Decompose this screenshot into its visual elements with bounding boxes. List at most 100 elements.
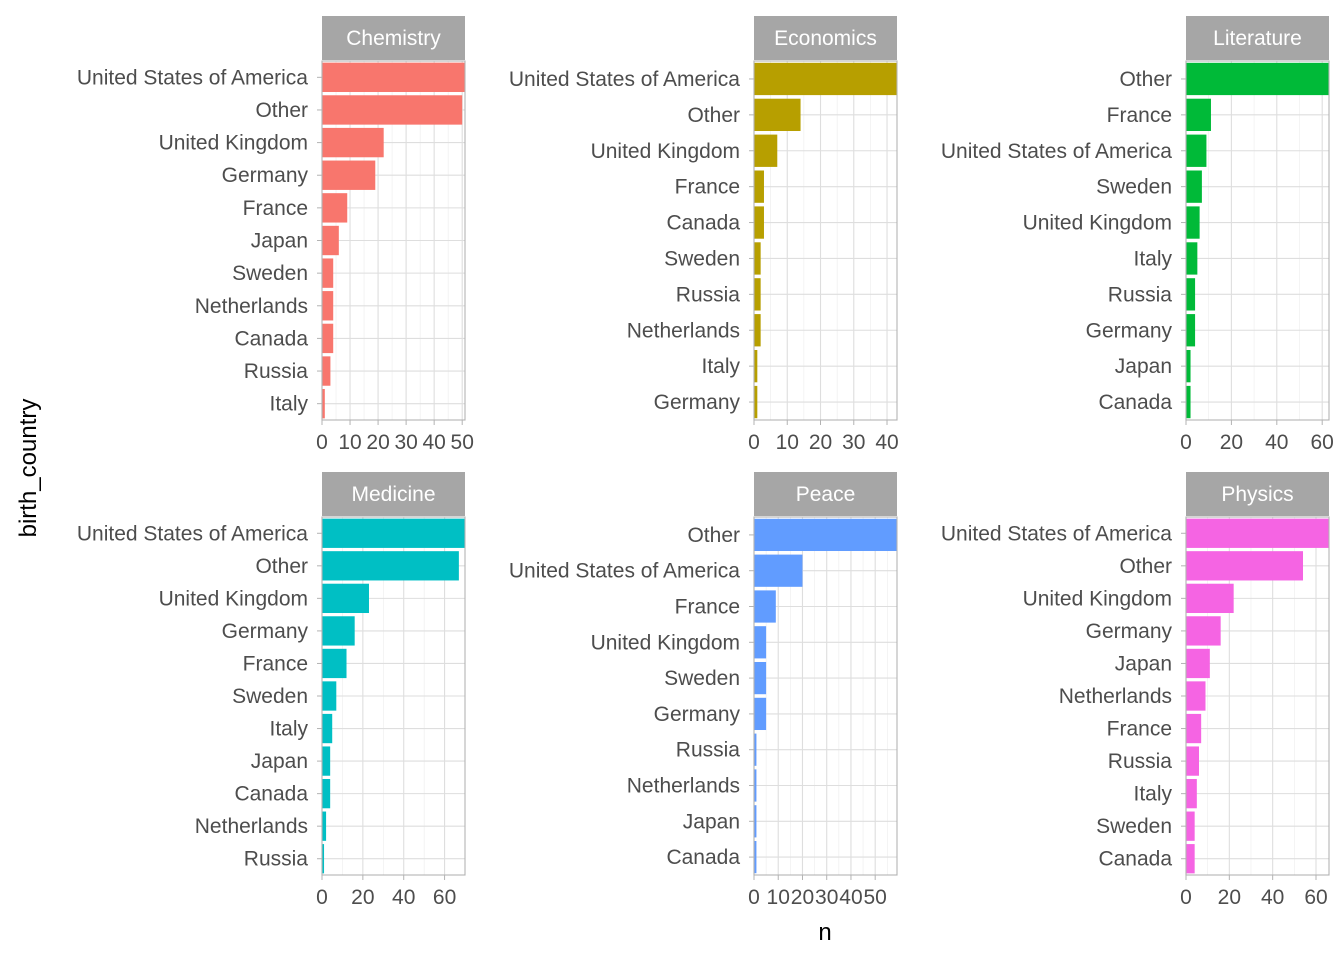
category-label: Sweden	[232, 685, 308, 708]
category-label: Italy	[269, 718, 308, 741]
category-label: Netherlands	[1059, 685, 1172, 708]
bar	[1186, 648, 1210, 679]
bar	[754, 314, 761, 347]
category-label: Other	[1119, 68, 1172, 91]
bar	[322, 583, 369, 614]
bar	[322, 616, 355, 646]
category-label: Italy	[1133, 783, 1172, 806]
bar	[1186, 98, 1211, 132]
category-label: Other	[255, 555, 308, 578]
x-tick-label: 60	[1311, 431, 1334, 454]
x-tick-label: 0	[1180, 431, 1192, 454]
category-label: Japan	[251, 230, 308, 253]
category-label: Germany	[222, 620, 309, 643]
bar	[322, 258, 334, 288]
category-label: Russia	[244, 848, 309, 871]
bar	[322, 193, 348, 223]
bar	[322, 778, 331, 809]
category-label: France	[243, 197, 308, 220]
bar	[1186, 349, 1191, 383]
facet-peace: Peace Other United States of America France…	[509, 472, 898, 909]
bar	[1186, 385, 1191, 419]
bar	[1186, 746, 1199, 776]
facet-strip-title: Chemistry	[346, 27, 441, 50]
category-label: France	[675, 596, 740, 619]
bar	[754, 733, 757, 766]
category-label: Canada	[234, 327, 308, 350]
x-tick-label: 20	[351, 886, 374, 909]
facet-strip-title: Literature	[1213, 27, 1302, 50]
category-label: Sweden	[664, 247, 740, 270]
bar	[1186, 681, 1206, 711]
x-tick-label: 20	[1218, 886, 1241, 909]
category-label: Canada	[1098, 391, 1172, 414]
x-tick-label: 10	[338, 431, 361, 454]
bar	[322, 681, 337, 711]
category-label: Canada	[666, 846, 740, 869]
category-label: Netherlands	[627, 775, 740, 798]
category-label: Germany	[654, 391, 741, 414]
bar	[322, 323, 334, 354]
bar	[754, 134, 778, 167]
facet-strip	[1186, 472, 1329, 516]
category-label: France	[675, 176, 740, 199]
category-label: United States of America	[509, 68, 740, 91]
bar	[322, 648, 347, 679]
category-label: Canada	[666, 212, 740, 235]
bar	[322, 291, 334, 321]
x-tick-label: 10	[776, 431, 799, 454]
x-tick-label: 40	[1265, 431, 1288, 454]
bar	[322, 225, 339, 256]
bar	[1186, 170, 1202, 203]
x-tick-label: 60	[433, 886, 456, 909]
category-label: Other	[687, 524, 740, 547]
bar	[1186, 242, 1198, 275]
bar	[322, 713, 333, 744]
category-label: Italy	[701, 355, 740, 378]
category-label: Netherlands	[195, 815, 308, 838]
bar	[754, 805, 757, 838]
facet-strip-title: Physics	[1221, 483, 1293, 506]
category-label: Other	[1119, 555, 1172, 578]
category-label: United States of America	[941, 522, 1172, 545]
x-tick-label: 40	[422, 431, 445, 454]
x-tick-label: 20	[1220, 431, 1243, 454]
bar	[754, 385, 758, 419]
panel-border	[753, 60, 898, 421]
facet-strip-title: Economics	[774, 27, 877, 50]
bar	[1186, 844, 1195, 874]
panel-border	[1185, 516, 1330, 876]
x-tick-label: 50	[451, 431, 474, 454]
bar	[754, 518, 897, 552]
x-tick-label: 20	[809, 431, 832, 454]
facet-economics: Economics United States of America Other Un…	[509, 16, 899, 454]
bar	[754, 170, 764, 203]
category-label: United Kingdom	[1023, 212, 1172, 235]
category-label: United Kingdom	[1023, 587, 1172, 610]
x-tick-label: 40	[392, 886, 415, 909]
facet-strip	[322, 16, 465, 60]
category-label: United States of America	[941, 140, 1172, 163]
category-label: Germany	[1086, 319, 1173, 342]
panel-border	[321, 516, 466, 876]
facet-physics: Physics United States of America Other Unit…	[941, 472, 1330, 909]
bar	[1186, 713, 1202, 744]
category-label: Russia	[1108, 750, 1173, 773]
panel-border	[321, 60, 466, 421]
bar	[322, 160, 376, 190]
category-label: Japan	[1115, 652, 1172, 675]
y-axis-title: birth_country	[15, 399, 42, 538]
facet-strip-title: Medicine	[351, 483, 435, 506]
bar	[1186, 206, 1200, 239]
category-label: Other	[687, 104, 740, 127]
bar	[322, 356, 331, 386]
bar	[754, 242, 761, 275]
facet-medicine: Medicine United States of America Other Uni…	[77, 472, 466, 909]
bar	[754, 590, 776, 623]
bar	[754, 840, 757, 874]
bar	[322, 62, 465, 93]
category-label: Sweden	[1096, 176, 1172, 199]
category-label: Germany	[654, 703, 741, 726]
category-label: France	[243, 652, 308, 675]
bar	[1186, 278, 1196, 311]
